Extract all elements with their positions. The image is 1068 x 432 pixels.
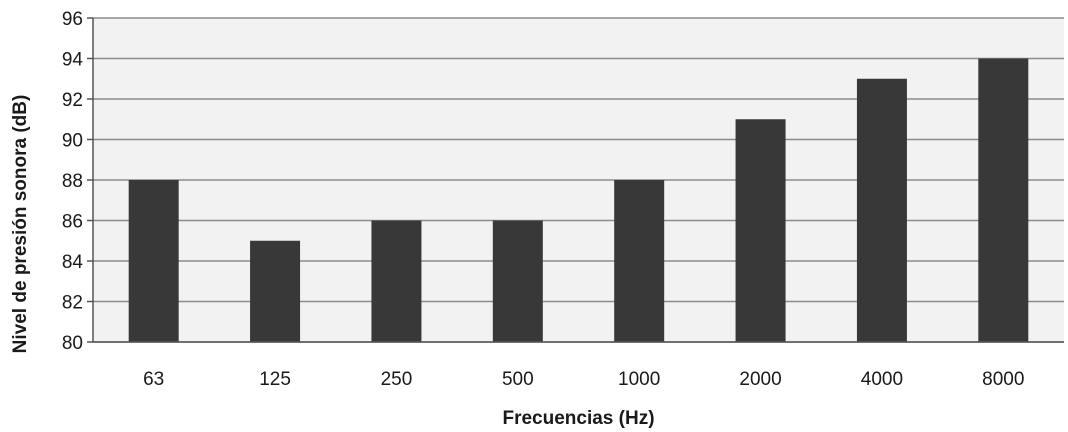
x-tick-label: 1000 (618, 369, 660, 390)
y-tick-label: 92 (62, 90, 83, 111)
x-tick-label: 250 (381, 369, 413, 390)
x-axis-title: Frecuencias (Hz) (502, 408, 654, 429)
y-axis-title: Nivel de presión sonora (dB) (10, 95, 31, 354)
x-tick-labels: 63 125 250 500 1000 2000 4000 8000 (143, 369, 1024, 390)
x-tick-label: 500 (502, 369, 534, 390)
bar-2000 (735, 119, 786, 342)
bars (128, 58, 1029, 342)
bar-250 (371, 220, 422, 342)
y-tick-label: 94 (62, 50, 84, 71)
axes (92, 18, 1064, 343)
x-tick-label: 63 (143, 369, 164, 390)
y-tick-label: 80 (62, 333, 83, 354)
bar-125 (250, 240, 301, 342)
bar-1000 (614, 180, 665, 342)
y-tick-label: 90 (62, 131, 83, 152)
y-tick-label: 96 (62, 9, 83, 30)
y-tick-label: 86 (62, 212, 83, 233)
x-tick-label: 4000 (861, 369, 903, 390)
y-tick-label: 84 (62, 252, 84, 273)
bar-8000 (978, 58, 1029, 342)
x-tick-label: 8000 (982, 369, 1024, 390)
y-tick-label: 82 (62, 293, 83, 314)
x-tick-label: 125 (259, 369, 291, 390)
bar-4000 (856, 78, 907, 342)
x-tick-label: 2000 (739, 369, 781, 390)
bar-63 (128, 180, 179, 342)
y-tick-label: 88 (62, 171, 83, 192)
bar-500 (492, 220, 543, 342)
y-tick-labels: 80 82 84 86 88 90 92 94 96 (62, 9, 84, 354)
